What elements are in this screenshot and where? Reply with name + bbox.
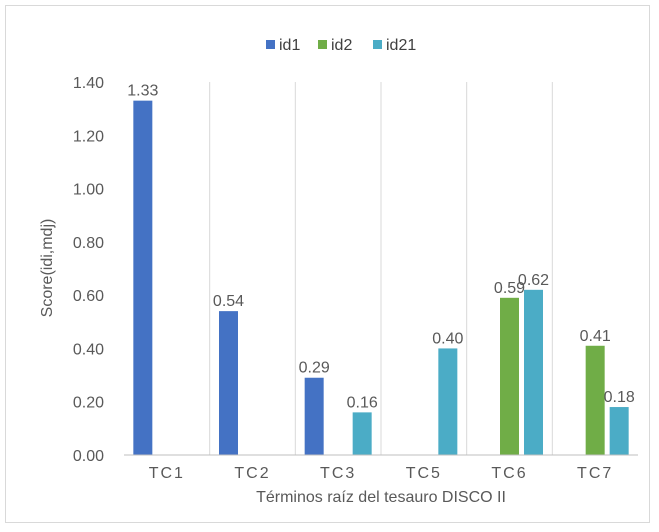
bar-id21-TC6	[524, 289, 543, 455]
data-label-id21-TC3: 0.16	[347, 394, 378, 411]
data-label-id2-TC6: 0.59	[494, 280, 525, 297]
y-tick-label: 0.60	[73, 288, 104, 305]
y-axis-ticks: 0.00 0.20 0.40 0.60 0.80 1.00 1.20 1.40	[73, 75, 104, 465]
data-label-id1-TC1: 1.33	[127, 83, 158, 100]
x-tick-label: TC6	[491, 465, 527, 482]
y-tick-label: 1.40	[73, 75, 104, 92]
bar-id1-TC2	[219, 311, 238, 455]
x-axis-label: Términos raíz del tesauro DISCO II	[256, 489, 506, 506]
y-tick-label: 0.20	[73, 395, 104, 412]
bar-id2-TC6	[500, 297, 519, 455]
data-label-id21-TC7: 0.18	[604, 389, 635, 406]
y-tick-label: 0.80	[73, 235, 104, 252]
x-axis-ticks: TC1 TC2 TC3 TC5 TC6 TC7	[149, 465, 613, 482]
bars	[133, 100, 629, 456]
bar-id1-TC1	[133, 100, 153, 456]
category-separators	[209, 82, 553, 455]
data-label-id2-TC7: 0.41	[580, 328, 611, 345]
legend-swatch-id2	[318, 40, 327, 49]
data-labels: 1.33 0.54 0.29 0.16 0.40 0.590.62 0.41 0.18	[127, 83, 635, 412]
x-tick-label: TC2	[234, 465, 270, 482]
bar-id21-TC3	[352, 412, 372, 455]
data-label-id21-TC5: 0.40	[432, 330, 463, 347]
legend-label-id21: id21	[386, 37, 416, 54]
bar-id21-TC7	[609, 407, 629, 455]
legend-swatch-id1	[266, 40, 275, 49]
y-tick-label: 0.40	[73, 341, 104, 358]
y-tick-label: 0.00	[73, 448, 104, 465]
bar-id21-TC5	[438, 348, 458, 455]
y-tick-label: 1.20	[73, 128, 104, 145]
x-tick-label: TC3	[320, 465, 356, 482]
x-tick-label: TC5	[406, 465, 442, 482]
data-label-id1-TC2: 0.54	[213, 293, 244, 310]
legend-label-id2: id2	[331, 37, 352, 54]
legend-swatch-id21	[373, 40, 382, 49]
x-tick-label: TC1	[149, 465, 185, 482]
y-tick-label: 1.00	[73, 182, 104, 199]
bar-id2-TC7	[585, 345, 605, 455]
data-label-id1-TC3: 0.29	[299, 360, 330, 377]
bar-id1-TC3	[304, 377, 324, 455]
data-label-id21-TC6: 0.62	[518, 272, 549, 289]
x-tick-label: TC7	[577, 465, 613, 482]
legend-label-id1: id1	[279, 37, 300, 54]
y-axis-label: Score(idi,mdj)	[39, 219, 56, 318]
legend: id1 id2 id21	[266, 37, 416, 54]
